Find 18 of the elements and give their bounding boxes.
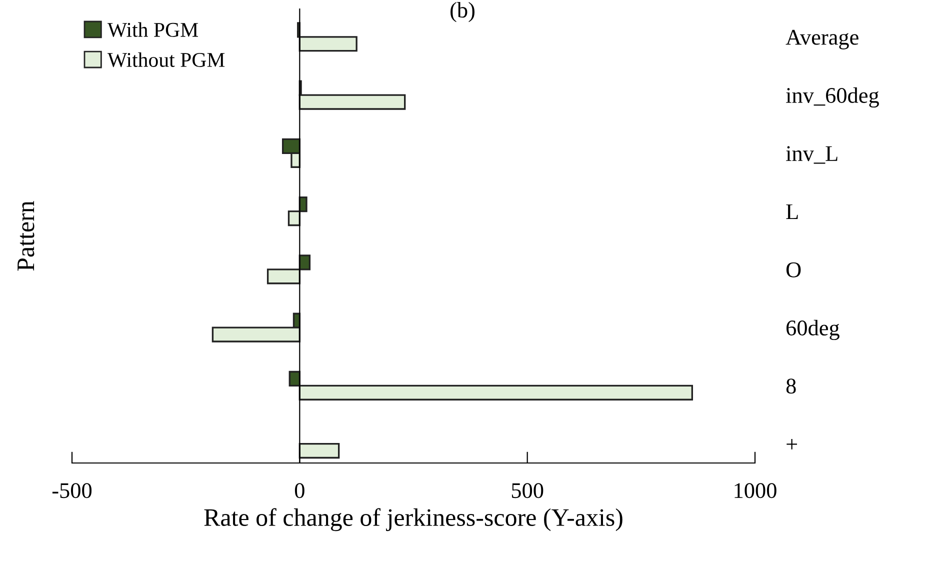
y-tick-label: inv_L [786, 146, 838, 164]
y-tick-label: L [786, 204, 798, 220]
chart-title: (b) [450, 2, 474, 22]
y-tick-label: O [786, 262, 801, 278]
y-tick-label: + [786, 438, 798, 450]
x-tick-label: -500 [52, 483, 92, 498]
x-tick-label: 0 [294, 483, 304, 498]
x-tick-label: 500 [512, 483, 544, 498]
x-tick-label: 1000 [734, 483, 776, 498]
y-tick-label: 8 [786, 378, 796, 394]
y-tick-label: inv_60deg [786, 87, 879, 108]
x-axis-title: Rate of change of jerkiness-score (Y-axis) [204, 508, 622, 532]
bar [298, 442, 340, 459]
legend-label: With PGM [107, 22, 198, 38]
y-axis-title: Pattern [18, 200, 34, 271]
y-tick-label: Average [786, 30, 858, 50]
y-tick-label: 60deg [786, 320, 840, 340]
legend-label: Without PGM [107, 52, 225, 68]
